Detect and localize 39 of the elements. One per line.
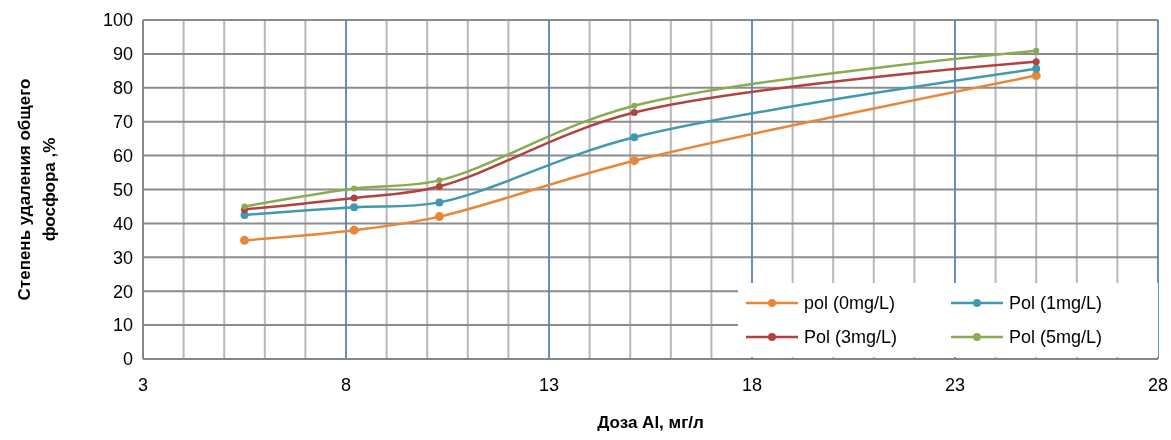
point — [349, 225, 359, 235]
y-axis-title: Степень удаления общего фосфора ,% — [15, 78, 59, 301]
x-tick-label: 13 — [538, 375, 560, 395]
point — [630, 133, 639, 142]
y-tick-label: 90 — [112, 44, 133, 65]
y-tick-label: 30 — [112, 247, 133, 268]
y-tick-label: 40 — [112, 213, 133, 234]
point — [240, 235, 249, 245]
x-tick-label: 23 — [944, 375, 966, 395]
point — [351, 185, 358, 192]
y-tick-label: 10 — [112, 315, 133, 336]
point — [629, 156, 639, 166]
point — [435, 182, 443, 190]
legend-label: pol (0mg/L) — [804, 293, 896, 314]
x-tick-label: 3 — [137, 375, 149, 395]
y-tick-label: 100 — [102, 10, 133, 31]
y-tick-label: 0 — [122, 349, 133, 370]
legend-label: Pol (3mg/L) — [804, 327, 898, 348]
point — [1032, 64, 1041, 73]
point — [350, 203, 359, 212]
x-tick-label: 18 — [741, 375, 763, 395]
point — [434, 212, 444, 222]
point — [350, 194, 358, 202]
point — [436, 177, 443, 184]
x-tick-label: 8 — [340, 375, 352, 395]
y-tick-label: 50 — [112, 179, 133, 200]
point — [1032, 58, 1040, 66]
x-tick-label: 28 — [1147, 375, 1169, 395]
point — [1033, 47, 1040, 54]
legend-label: Pol (5mg/L) — [1009, 327, 1103, 348]
point — [630, 109, 638, 117]
y-tick-label: 70 — [112, 112, 133, 132]
y-tick-label: 80 — [112, 78, 133, 99]
point — [435, 198, 444, 207]
y-tick-label: 20 — [112, 281, 133, 302]
y-tick-label: 60 — [112, 145, 133, 166]
point — [631, 102, 638, 109]
x-axis-title: Доза Al, мг/л — [597, 413, 704, 432]
legend-label: Pol (1mg/L) — [1009, 293, 1103, 314]
